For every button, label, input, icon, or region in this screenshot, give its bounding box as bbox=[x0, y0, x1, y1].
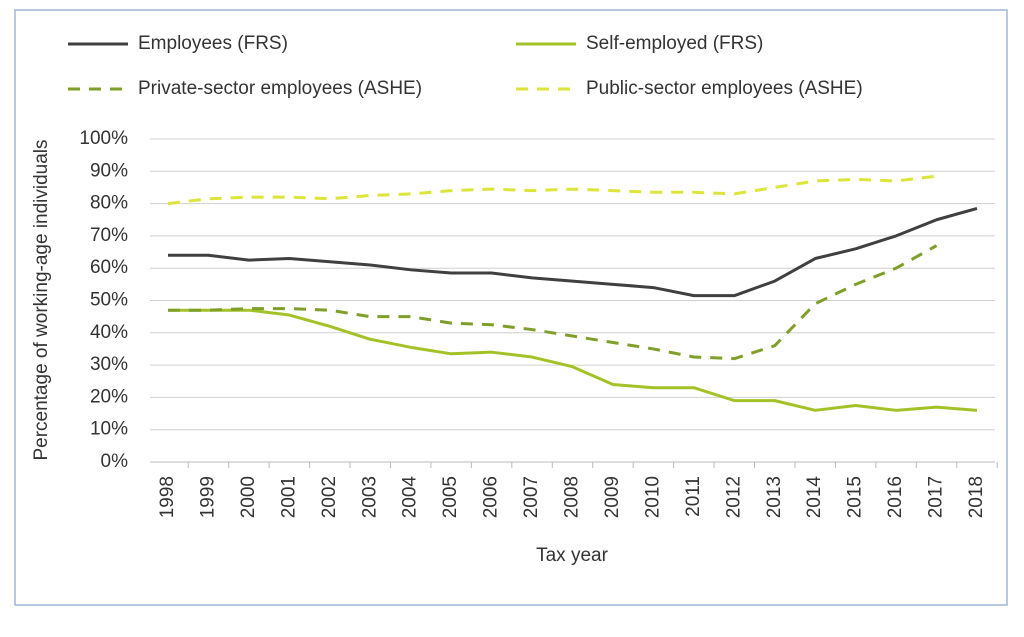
y-tick-label: 10% bbox=[90, 419, 128, 440]
y-tick-label: 90% bbox=[90, 160, 128, 181]
x-tick-label: 2003 bbox=[359, 476, 380, 518]
x-tick-label: 2017 bbox=[926, 476, 947, 518]
x-tick-label: 2007 bbox=[521, 476, 542, 518]
x-tick-label: 2010 bbox=[642, 476, 663, 518]
chart-frame bbox=[14, 9, 1008, 606]
y-tick-label: 0% bbox=[101, 451, 129, 472]
x-tick-label: 2014 bbox=[804, 476, 825, 519]
x-tick-label: 2011 bbox=[683, 476, 704, 517]
x-tick-label: 2004 bbox=[400, 476, 421, 519]
legend-label: Public-sector employees (ASHE) bbox=[586, 78, 863, 99]
x-tick-label: 2015 bbox=[845, 476, 866, 518]
series-line bbox=[168, 207, 978, 298]
x-tick-label: 2013 bbox=[764, 476, 785, 518]
y-tick-label: 70% bbox=[90, 225, 128, 246]
x-tick-label: 2000 bbox=[238, 476, 259, 518]
y-tick-label: 100% bbox=[79, 128, 128, 149]
series-line bbox=[167, 174, 937, 206]
y-tick-label: 50% bbox=[90, 290, 128, 311]
x-tick-label: 2005 bbox=[440, 476, 461, 518]
x-tick-label: 2009 bbox=[602, 476, 623, 518]
x-tick-label: 2006 bbox=[481, 476, 502, 518]
y-tick-label: 20% bbox=[90, 386, 128, 407]
x-tick-label: 2008 bbox=[562, 476, 583, 518]
x-tick-label: 2001 bbox=[278, 476, 299, 518]
x-tick-label: 2018 bbox=[966, 476, 987, 518]
y-tick-label: 30% bbox=[90, 354, 128, 375]
y-tick-label: 40% bbox=[90, 322, 128, 343]
x-axis-label: Tax year bbox=[536, 545, 608, 566]
y-axis-label: Percentage of working-age individuals bbox=[31, 139, 52, 460]
series-line bbox=[168, 244, 938, 361]
legend-label: Private-sector employees (ASHE) bbox=[138, 78, 422, 99]
legend-label: Self-employed (FRS) bbox=[586, 33, 763, 54]
x-tick-label: 2012 bbox=[723, 476, 744, 518]
x-tick-label: 2002 bbox=[319, 476, 340, 518]
x-tick-label: 1999 bbox=[197, 476, 218, 518]
y-tick-label: 60% bbox=[90, 257, 128, 278]
x-tick-label: 1998 bbox=[157, 476, 178, 518]
y-tick-label: 80% bbox=[90, 193, 128, 214]
series-line bbox=[168, 308, 978, 412]
x-tick-label: 2016 bbox=[885, 476, 906, 518]
legend-label: Employees (FRS) bbox=[138, 33, 288, 54]
